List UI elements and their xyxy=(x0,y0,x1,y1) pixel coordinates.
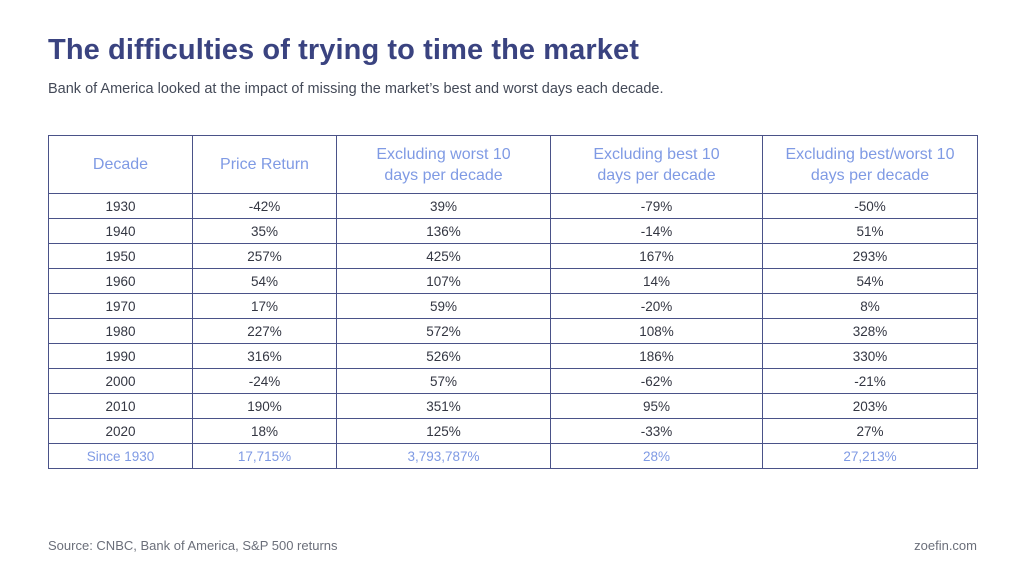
cell-decade: 1990 xyxy=(48,343,193,369)
cell-price-return: 227% xyxy=(192,318,337,344)
brand-label: zoefin.com xyxy=(914,538,977,553)
cell-excluding-worst: 107% xyxy=(336,268,551,294)
cell-excluding-best: -20% xyxy=(550,293,763,319)
page-title: The difficulties of trying to time the m… xyxy=(48,34,640,66)
table-row: 1930 -42% 39% -79% -50% xyxy=(48,193,978,219)
cell-excluding-worst: 39% xyxy=(336,193,551,219)
cell-excluding-best-worst: 27% xyxy=(762,418,978,444)
cell-excluding-best: 28% xyxy=(550,443,763,469)
cell-decade: 2010 xyxy=(48,393,193,419)
cell-price-return: 17% xyxy=(192,293,337,319)
cell-decade: 1980 xyxy=(48,318,193,344)
cell-excluding-best-worst: 293% xyxy=(762,243,978,269)
cell-excluding-best-worst: 54% xyxy=(762,268,978,294)
column-header-excluding-worst: Excluding worst 10 days per decade xyxy=(336,135,551,194)
table-row: 2010 190% 351% 95% 203% xyxy=(48,393,978,419)
cell-decade: 1960 xyxy=(48,268,193,294)
cell-excluding-best: 167% xyxy=(550,243,763,269)
cell-price-return: 316% xyxy=(192,343,337,369)
cell-excluding-worst: 57% xyxy=(336,368,551,394)
table-header-row: Decade Price Return Excluding worst 10 d… xyxy=(48,135,978,194)
cell-excluding-worst: 3,793,787% xyxy=(336,443,551,469)
cell-excluding-worst: 351% xyxy=(336,393,551,419)
cell-excluding-worst: 59% xyxy=(336,293,551,319)
cell-price-return: -24% xyxy=(192,368,337,394)
cell-excluding-best: 108% xyxy=(550,318,763,344)
cell-price-return: 35% xyxy=(192,218,337,244)
cell-decade: 2000 xyxy=(48,368,193,394)
cell-excluding-worst: 425% xyxy=(336,243,551,269)
cell-excluding-best-worst: -50% xyxy=(762,193,978,219)
returns-table: Decade Price Return Excluding worst 10 d… xyxy=(48,135,978,469)
source-note: Source: CNBC, Bank of America, S&P 500 r… xyxy=(48,538,338,553)
table-row: 1970 17% 59% -20% 8% xyxy=(48,293,978,319)
cell-decade: 1970 xyxy=(48,293,193,319)
table-row: 1980 227% 572% 108% 328% xyxy=(48,318,978,344)
cell-excluding-worst: 526% xyxy=(336,343,551,369)
cell-excluding-best: 186% xyxy=(550,343,763,369)
cell-decade: 2020 xyxy=(48,418,193,444)
cell-price-return: 54% xyxy=(192,268,337,294)
cell-excluding-best: 14% xyxy=(550,268,763,294)
table-row: 1960 54% 107% 14% 54% xyxy=(48,268,978,294)
cell-excluding-best-worst: 203% xyxy=(762,393,978,419)
cell-price-return: 257% xyxy=(192,243,337,269)
cell-excluding-best-worst: 328% xyxy=(762,318,978,344)
cell-excluding-best-worst: -21% xyxy=(762,368,978,394)
cell-excluding-best: -33% xyxy=(550,418,763,444)
column-header-excluding-best: Excluding best 10 days per decade xyxy=(550,135,763,194)
page-subtitle: Bank of America looked at the impact of … xyxy=(48,81,664,97)
table-row: 1950 257% 425% 167% 293% xyxy=(48,243,978,269)
cell-excluding-best: -14% xyxy=(550,218,763,244)
table-row: 2000 -24% 57% -62% -21% xyxy=(48,368,978,394)
cell-excluding-best-worst: 330% xyxy=(762,343,978,369)
cell-price-return: -42% xyxy=(192,193,337,219)
table-row: 2020 18% 125% -33% 27% xyxy=(48,418,978,444)
column-header-excluding-best-worst: Excluding best/worst 10 days per decade xyxy=(762,135,978,194)
cell-excluding-best: -62% xyxy=(550,368,763,394)
cell-excluding-best: -79% xyxy=(550,193,763,219)
table-total-row: Since 1930 17,715% 3,793,787% 28% 27,213% xyxy=(48,443,978,469)
cell-excluding-best-worst: 51% xyxy=(762,218,978,244)
cell-excluding-best-worst: 8% xyxy=(762,293,978,319)
cell-price-return: 190% xyxy=(192,393,337,419)
cell-excluding-worst: 572% xyxy=(336,318,551,344)
column-header-decade: Decade xyxy=(48,135,193,194)
cell-price-return: 17,715% xyxy=(192,443,337,469)
table-row: 1940 35% 136% -14% 51% xyxy=(48,218,978,244)
cell-decade: 1930 xyxy=(48,193,193,219)
cell-decade: 1950 xyxy=(48,243,193,269)
cell-excluding-best: 95% xyxy=(550,393,763,419)
cell-excluding-worst: 136% xyxy=(336,218,551,244)
cell-decade: 1940 xyxy=(48,218,193,244)
table-row: 1990 316% 526% 186% 330% xyxy=(48,343,978,369)
column-header-price-return: Price Return xyxy=(192,135,337,194)
cell-excluding-best-worst: 27,213% xyxy=(762,443,978,469)
cell-price-return: 18% xyxy=(192,418,337,444)
cell-decade: Since 1930 xyxy=(48,443,193,469)
table-body: 1930 -42% 39% -79% -50% 1940 35% 136% -14% 51% 195… xyxy=(48,193,978,469)
cell-excluding-worst: 125% xyxy=(336,418,551,444)
